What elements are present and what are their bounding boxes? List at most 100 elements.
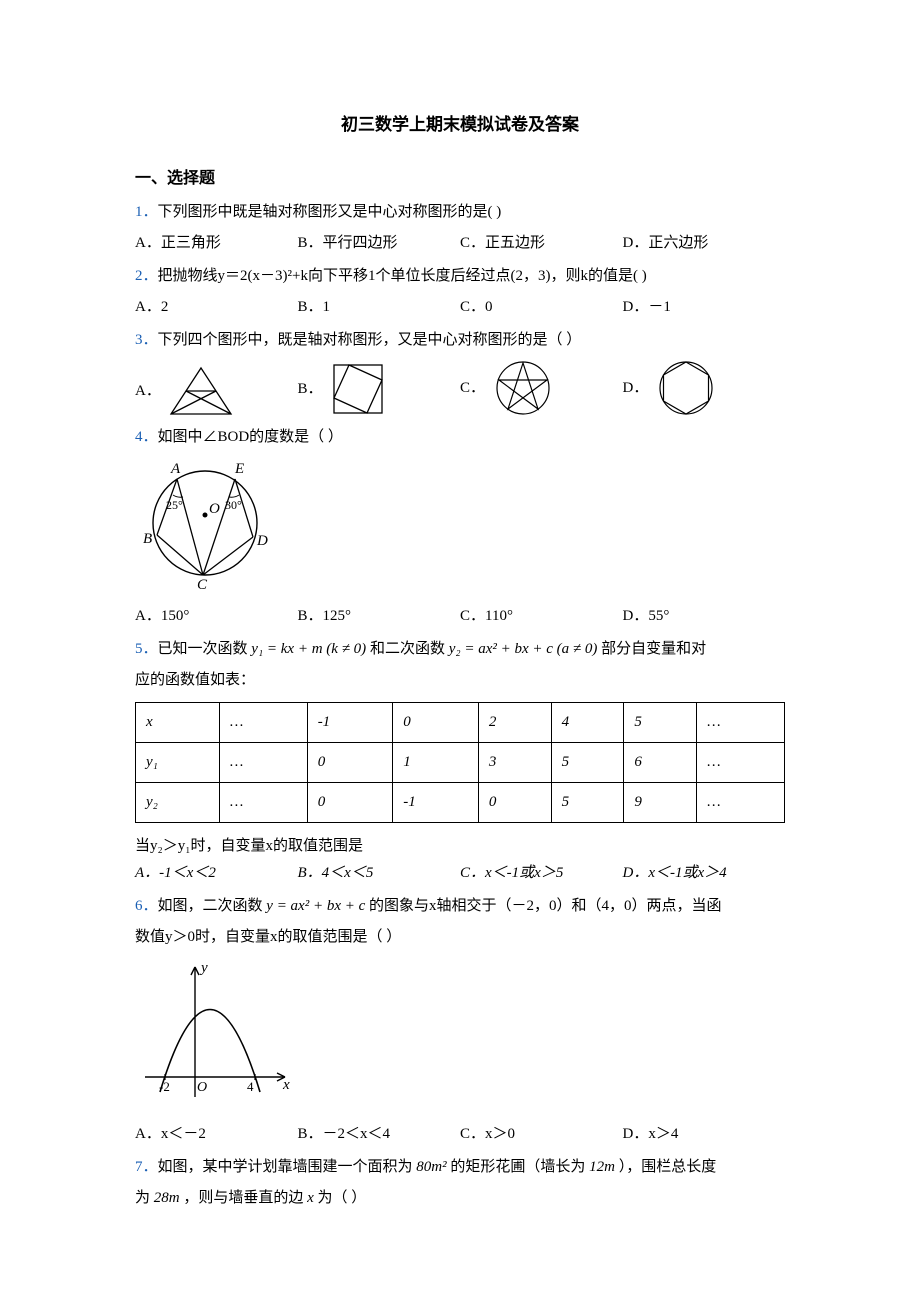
q6-option-c: C．x＞0	[460, 1121, 623, 1148]
q5-m1: y₁ = kx + m (k ≠ 0)	[251, 641, 366, 657]
q4-options: A．150° B．125° C．110° D．55°	[135, 603, 785, 630]
q6-options: A．x＜－2 B．－2＜x＜4 C．x＞0 D．x＞4	[135, 1121, 785, 1148]
q3-a-label: A．	[135, 378, 161, 405]
table-row: x … -1 0 2 4 5 …	[136, 703, 785, 743]
q6-ta: 如图，二次函数	[158, 898, 267, 914]
question-6: 6．如图，二次函数 y = ax² + bx + c 的图象与x轴相交于（－2，…	[135, 893, 785, 920]
label-y: y	[199, 960, 208, 976]
question-7: 7．如图，某中学计划靠墙围建一个面积为 80m² 的矩形花圃（墙长为 12m ）…	[135, 1154, 785, 1181]
q6-graph: O -2 4 x y	[135, 957, 785, 1117]
label-B: B	[143, 531, 152, 547]
label-O: O	[197, 1080, 207, 1095]
q7-m4: x	[307, 1190, 314, 1206]
cell: -1	[393, 783, 479, 823]
q6-a-label: A．x＜－2	[135, 1121, 206, 1148]
cell: y₁	[136, 743, 220, 783]
label-D: D	[256, 533, 268, 549]
q6-tc: 数值y＞0时，自变量x的取值范围是（ ）	[135, 924, 785, 951]
q4-option-b: B．125°	[298, 603, 461, 630]
q3-option-c: C．	[460, 358, 623, 418]
cell: 1	[393, 743, 479, 783]
q7-td: 为	[135, 1190, 154, 1206]
question-1: 1．下列图形中既是轴对称图形又是中心对称图形的是( )	[135, 199, 785, 226]
q5-ta: 已知一次函数	[158, 641, 252, 657]
q4-diagram: A E B D C O 25° 30°	[135, 455, 785, 601]
q6-d-label: D．x＞4	[623, 1121, 679, 1148]
q7-m3: 28m	[154, 1190, 180, 1206]
question-3: 3．下列四个图形中，既是轴对称图形，又是中心对称图形的是（ ）	[135, 327, 785, 354]
q5-text-d: 应的函数值如表：	[135, 667, 785, 694]
triangle-icon	[167, 364, 235, 418]
q7-ta: 如图，某中学计划靠墙围建一个面积为	[158, 1159, 417, 1175]
q5-table: x … -1 0 2 4 5 … y₁ … 0 1 3 5 6 … y₂ … 0…	[135, 702, 785, 823]
q5-option-c: C．x＜-1或x＞5	[460, 860, 623, 887]
q4-option-c: C．110°	[460, 603, 623, 630]
cell: 5	[551, 743, 624, 783]
q1-option-b: B．平行四边形	[298, 230, 461, 257]
cell: 0	[393, 703, 479, 743]
cell: …	[219, 703, 307, 743]
q5-m2: y₂ = ax² + bx + c (a ≠ 0)	[449, 641, 598, 657]
q3-option-d: D．	[623, 358, 786, 418]
q6-c-label: C．x＞0	[460, 1121, 515, 1148]
q3-option-b: B．	[298, 360, 461, 418]
q2-option-c: C．0	[460, 294, 623, 321]
question-5: 5．已知一次函数 y₁ = kx + m (k ≠ 0) 和二次函数 y₂ = …	[135, 636, 785, 663]
label-x: x	[282, 1077, 290, 1093]
q6-option-d: D．x＞4	[623, 1121, 786, 1148]
cell: 0	[307, 743, 393, 783]
cell: 2	[478, 703, 551, 743]
square-rot-icon	[329, 360, 387, 418]
cell: …	[697, 703, 785, 743]
q1-c-label: C．正五边形	[460, 230, 545, 257]
label-m2: -2	[159, 1079, 170, 1094]
q7-num: 7．	[135, 1159, 158, 1175]
question-4: 4．如图中∠BOD的度数是（ ）	[135, 424, 785, 451]
q1-d-label: D．正六边形	[623, 230, 709, 257]
q6-m1: y = ax² + bx + c	[266, 898, 365, 914]
page-title: 初三数学上期末模拟试卷及答案	[135, 110, 785, 141]
q1-a-label: A．正三角形	[135, 230, 221, 257]
table-row: y₁ … 0 1 3 5 6 …	[136, 743, 785, 783]
q6-tb: 的图象与x轴相交于（－2，0）和（4，0）两点，当函	[365, 898, 721, 914]
q1-text: 下列图形中既是轴对称图形又是中心对称图形的是( )	[158, 204, 502, 220]
q6-num: 6．	[135, 898, 158, 914]
q5-num: 5．	[135, 641, 158, 657]
q2-b-label: B．1	[298, 294, 331, 321]
q5-post: 当y₂＞y₁时，自变量x的取值范围是	[135, 833, 785, 860]
cell: 5	[624, 703, 697, 743]
q5-option-a: A．-1＜x＜2	[135, 860, 298, 887]
cell: 0	[307, 783, 393, 823]
table-row: y₂ … 0 -1 0 5 9 …	[136, 783, 785, 823]
q3-num: 3．	[135, 332, 158, 348]
cell: …	[219, 783, 307, 823]
cell: 6	[624, 743, 697, 783]
q2-num: 2．	[135, 268, 158, 284]
q4-c-label: C．110°	[460, 603, 513, 630]
q3-c-label: C．	[460, 375, 485, 402]
q7-m2v: 12m	[589, 1159, 615, 1175]
cell: …	[697, 783, 785, 823]
q5-c-label: C．x＜-1或x＞5	[460, 860, 563, 887]
hexagon-icon	[654, 358, 718, 418]
q2-option-a: A．2	[135, 294, 298, 321]
label-O: O	[209, 501, 220, 517]
question-2: 2．把抛物线y＝2(x－3)²+k向下平移1个单位长度后经过点(2，3)，则k的…	[135, 263, 785, 290]
angle-25: 25°	[166, 498, 183, 512]
q7-te: ，则与墙垂直的边	[180, 1190, 308, 1206]
label-C: C	[197, 577, 208, 591]
q2-d-label: D．－1	[623, 294, 671, 321]
q4-num: 4．	[135, 429, 158, 445]
q3-text: 下列四个图形中，既是轴对称图形，又是中心对称图形的是（ ）	[158, 332, 582, 348]
q2-option-d: D．－1	[623, 294, 786, 321]
angle-30: 30°	[225, 498, 242, 512]
cell: 0	[478, 783, 551, 823]
q7-m1: 80m²	[416, 1159, 446, 1175]
q2-text: 把抛物线y＝2(x－3)²+k向下平移1个单位长度后经过点(2，3)，则k的值是…	[158, 268, 647, 284]
q5-d-label: D．x＜-1或x＞4	[623, 860, 727, 887]
q5-option-d: D．x＜-1或x＞4	[623, 860, 786, 887]
q7-tb: 的矩形花圃（墙长为	[447, 1159, 590, 1175]
q3-option-a: A．	[135, 364, 298, 418]
q3-b-label: B．	[298, 376, 323, 403]
cell: 4	[551, 703, 624, 743]
